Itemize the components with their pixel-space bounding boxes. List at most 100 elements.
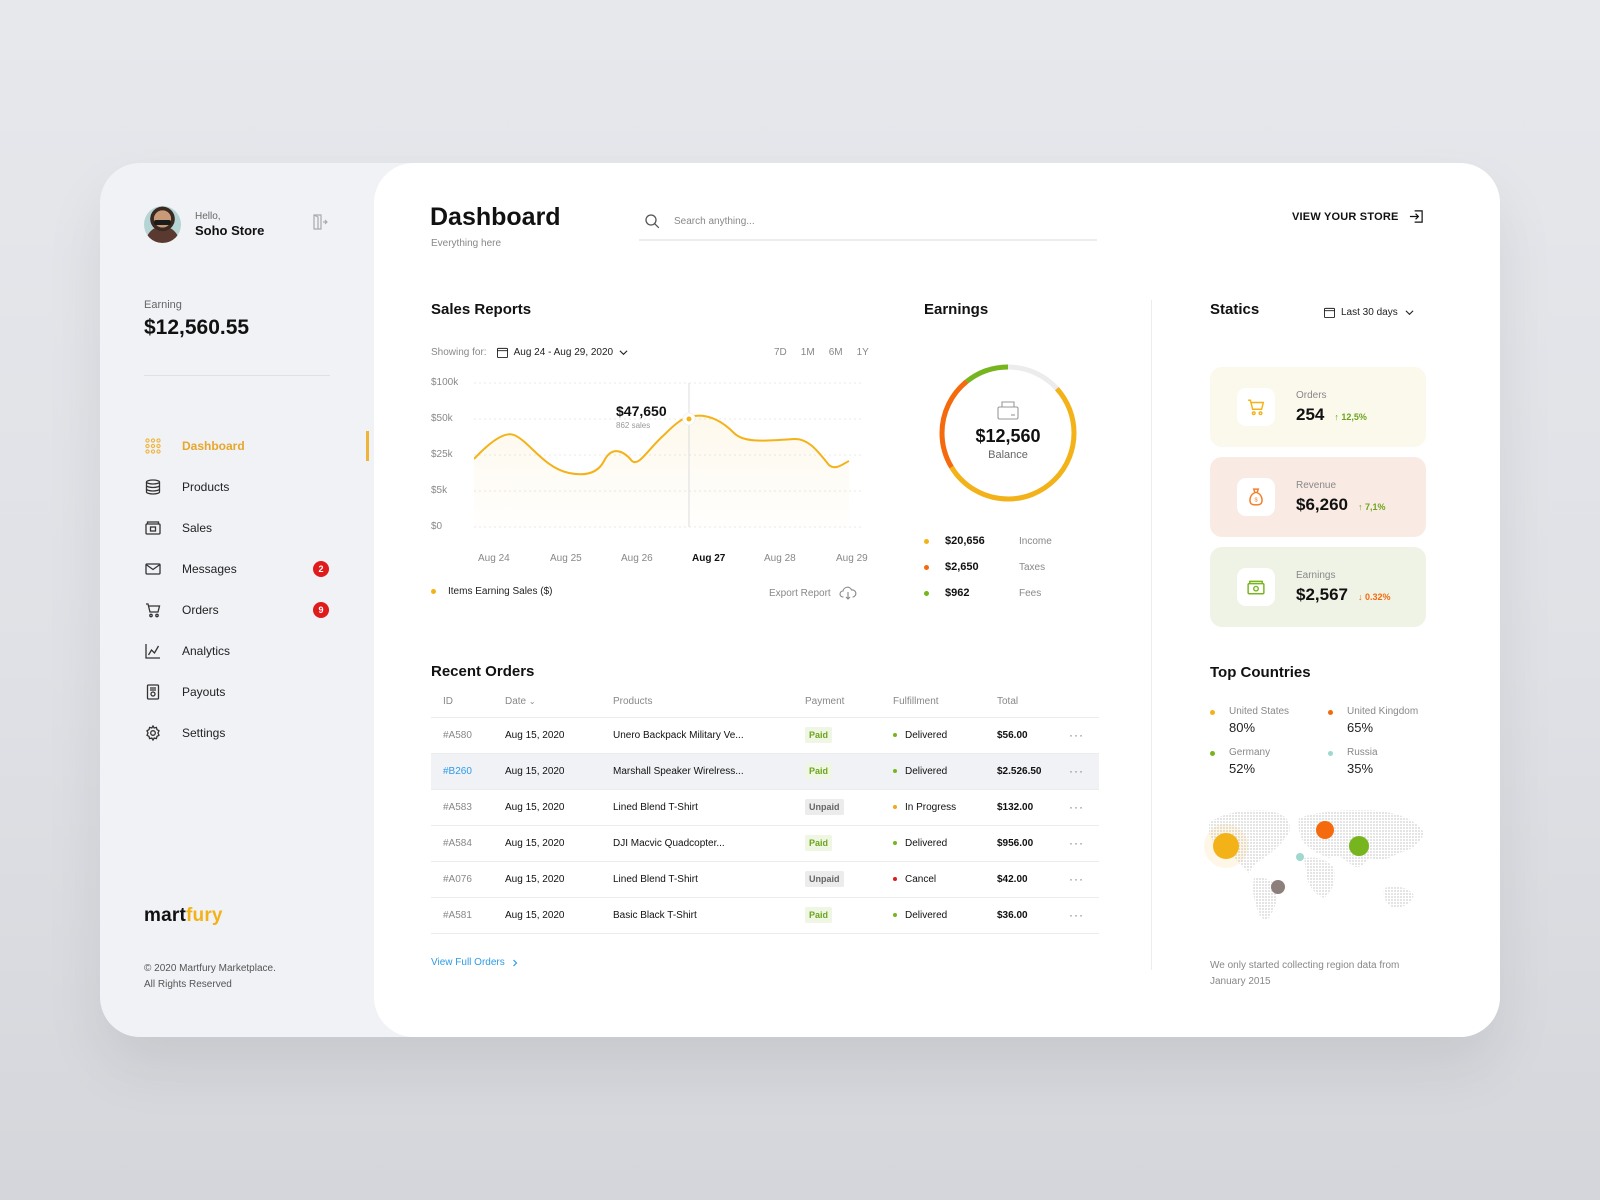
table-row[interactable]: #A583 Aug 15, 2020 Lined Blend T-Shirt U… [431, 789, 1099, 826]
region-note: We only started collecting region data f… [1210, 960, 1400, 987]
x-tick: Aug 26 [621, 553, 653, 564]
table-row[interactable]: #A580 Aug 15, 2020 Unero Backpack Milita… [431, 717, 1099, 754]
y-tick: $5k [431, 485, 448, 496]
sidebar-item-messages[interactable]: Messages 2 [144, 548, 374, 589]
col-products[interactable]: Products [601, 687, 793, 718]
col-payment[interactable]: Payment [793, 687, 881, 718]
enter-icon [1409, 210, 1423, 223]
sidebar-item-dashboard[interactable]: Dashboard [144, 425, 374, 466]
tab-1m[interactable]: 1M [800, 347, 815, 358]
app-window: Hello, Soho Store Earning $12,560.55 Das… [100, 163, 1500, 1037]
showing-label: Showing for: [431, 347, 487, 358]
earnings-donut-chart[interactable] [934, 359, 1082, 507]
table-row[interactable]: #A584 Aug 15, 2020 DJI Macvic Quadcopter… [431, 825, 1099, 862]
sidebar-item-sales[interactable]: Sales [144, 507, 374, 548]
earnings-fees: $962 Fees [924, 580, 1052, 606]
more-options-icon[interactable]: ··· [1057, 897, 1099, 934]
more-options-icon[interactable]: ··· [1057, 753, 1099, 790]
stat-card-orders[interactable]: Orders 254 ↑ 12,5% [1210, 367, 1426, 447]
sidebar-item-label: Settings [182, 725, 226, 740]
chevron-down-icon [619, 350, 628, 356]
x-tick-active: Aug 27 [692, 553, 726, 564]
table-row[interactable]: #B260 Aug 15, 2020 Marshall Speaker Wire… [431, 753, 1099, 790]
stat-card-earnings[interactable]: Earnings $2,567 ↓ 0.32% [1210, 547, 1426, 627]
sidebar-item-payouts[interactable]: Payouts [144, 671, 374, 712]
earnings-title: Earnings [924, 301, 989, 318]
envelope-icon [144, 560, 162, 578]
logout-icon[interactable] [312, 213, 328, 231]
col-date[interactable]: Date ⌄ [493, 687, 601, 718]
fees-dot [924, 590, 929, 596]
col-fulfillment[interactable]: Fulfillment [881, 687, 985, 718]
more-options-icon[interactable]: ··· [1057, 825, 1099, 862]
date-filter: Showing for: Aug 24 - Aug 29, 2020 [431, 347, 628, 358]
stat-card-revenue[interactable]: $ Revenue $6,260 ↑ 7,1% [1210, 457, 1426, 537]
earnings-legend: $20,656 Income $2,650 Taxes $962 Fees [924, 528, 1052, 606]
cart-icon [144, 601, 162, 619]
calendar-icon [1324, 307, 1335, 318]
search-bar [639, 203, 1097, 241]
sidebar-item-settings[interactable]: Settings [144, 712, 374, 753]
column-divider [1151, 300, 1152, 970]
earnings-income: $20,656 Income [924, 528, 1052, 554]
chevron-down-icon [1405, 310, 1414, 316]
sidebar-item-label: Messages [182, 561, 237, 576]
cloud-download-icon [839, 586, 857, 600]
country-item: United States 80% [1210, 706, 1328, 735]
earning-value: $12,560.55 [144, 316, 250, 339]
sidebar-item-label: Products [182, 479, 230, 494]
export-report-button[interactable]: Export Report [769, 586, 857, 600]
date-range-dropdown[interactable]: Aug 24 - Aug 29, 2020 [496, 347, 629, 358]
tab-7d[interactable]: 7D [774, 347, 787, 358]
sidebar-item-orders[interactable]: Orders 9 [144, 589, 374, 630]
revenue-value: $6,260 [1296, 494, 1348, 514]
sidebar-item-label: Orders [182, 602, 219, 617]
sidebar-item-products[interactable]: Products [144, 466, 374, 507]
col-total[interactable]: Total [985, 687, 1057, 718]
y-tick: $100k [431, 377, 459, 388]
sales-reports-title: Sales Reports [431, 301, 532, 318]
y-tick: $50k [431, 413, 453, 424]
country-item: Germany 52% [1210, 747, 1328, 776]
active-indicator [366, 431, 369, 461]
sales-line-chart[interactable] [474, 373, 864, 533]
store-name: Soho Store [195, 223, 265, 238]
table-row[interactable]: #A581 Aug 15, 2020 Basic Black T-Shirt P… [431, 897, 1099, 934]
view-full-orders-link[interactable]: View Full Orders [431, 957, 519, 968]
y-tick: $25k [431, 449, 453, 460]
view-store-button[interactable]: VIEW YOUR STORE [1292, 209, 1424, 224]
x-tick: Aug 29 [836, 553, 868, 564]
statics-range-dropdown[interactable]: Last 30 days [1324, 307, 1414, 318]
more-options-icon[interactable]: ··· [1057, 789, 1099, 826]
divider [144, 375, 330, 376]
chevron-right-icon [512, 959, 518, 966]
x-tick: Aug 28 [764, 553, 796, 564]
payment-badge: Unpaid [805, 799, 844, 815]
avatar[interactable] [144, 206, 181, 243]
more-options-icon[interactable]: ··· [1057, 861, 1099, 898]
tab-1y[interactable]: 1Y [856, 347, 869, 358]
payment-badge: Paid [805, 763, 833, 779]
gear-icon [144, 724, 162, 742]
earning-label: Earning [144, 299, 182, 311]
calendar-icon [496, 347, 508, 358]
money-bag-icon: $ [1249, 488, 1263, 506]
table-row[interactable]: #A076 Aug 15, 2020 Lined Blend T-Shirt U… [431, 861, 1099, 898]
sidebar-item-label: Payouts [182, 684, 226, 699]
sidebar-item-analytics[interactable]: Analytics [144, 630, 374, 671]
world-map[interactable] [1199, 803, 1429, 928]
search-input[interactable] [674, 215, 1054, 227]
more-options-icon[interactable]: ··· [1057, 717, 1099, 754]
income-dot [924, 538, 929, 544]
profile: Hello, Soho Store [144, 206, 264, 243]
legend-dot [431, 589, 436, 594]
main-panel: Dashboard Everything here VIEW YOUR STOR… [374, 163, 1500, 1037]
tab-6m[interactable]: 6M [828, 347, 843, 358]
x-tick: Aug 25 [550, 553, 582, 564]
revenue-change: ↑ 7,1% [1358, 501, 1386, 512]
country-item: United Kingdom 65% [1328, 706, 1446, 735]
balance-label: Balance [988, 448, 1028, 461]
cash-icon [1247, 580, 1265, 595]
table-header: ID Date ⌄ Products Payment Fulfillment T… [431, 687, 1099, 718]
col-id[interactable]: ID [431, 687, 493, 718]
